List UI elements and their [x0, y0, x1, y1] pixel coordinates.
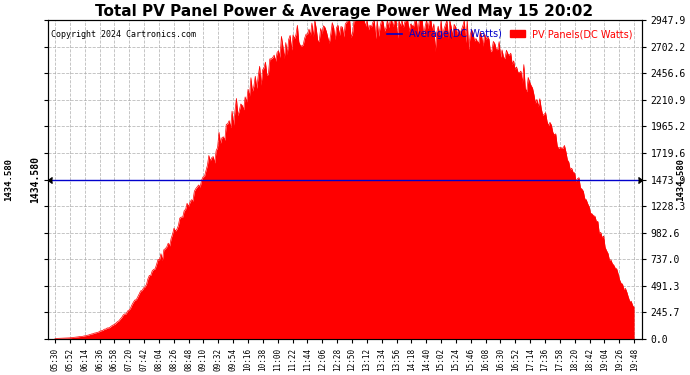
Legend: Average(DC Watts), PV Panels(DC Watts): Average(DC Watts), PV Panels(DC Watts) — [383, 25, 637, 43]
Text: 1434.580: 1434.580 — [676, 158, 685, 201]
Title: Total PV Panel Power & Average Power Wed May 15 20:02: Total PV Panel Power & Average Power Wed… — [95, 4, 593, 19]
Text: 1434.580: 1434.580 — [4, 158, 13, 201]
Y-axis label: 1434.580: 1434.580 — [30, 156, 41, 203]
Text: Copyright 2024 Cartronics.com: Copyright 2024 Cartronics.com — [50, 30, 195, 39]
